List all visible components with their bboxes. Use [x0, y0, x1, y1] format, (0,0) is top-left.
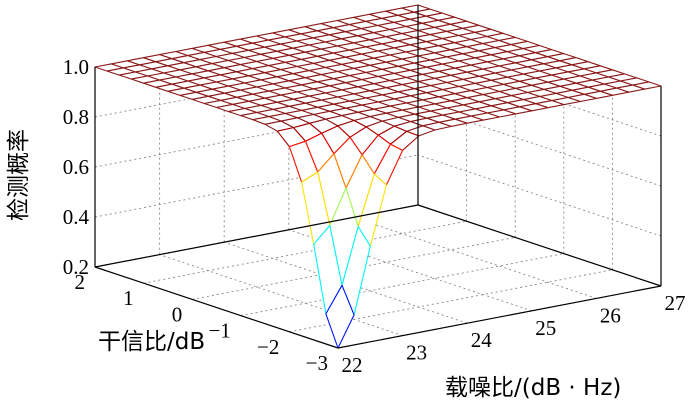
y-tick-label: −1 — [208, 319, 230, 343]
z-tick-label: 0.2 — [63, 255, 89, 279]
z-tick-label: 0.4 — [63, 205, 90, 229]
y-tick-label: −3 — [306, 351, 328, 375]
z-tick-label: 0.8 — [63, 105, 89, 129]
axis-line — [417, 204, 662, 287]
z-axis-label: 检测概率 — [6, 129, 32, 221]
grid-line — [159, 254, 403, 337]
axis-line — [94, 204, 419, 268]
x-tick-label: 24 — [471, 328, 493, 352]
z-tick-label: 0.6 — [63, 155, 89, 179]
x-tick-label: 22 — [342, 353, 363, 377]
y-tick-label: 2 — [75, 270, 86, 294]
grid-line — [353, 216, 597, 299]
grid-line — [240, 253, 564, 317]
surface-cell — [325, 284, 355, 349]
x-tick-label: 23 — [406, 341, 427, 365]
surface-layer — [94, 4, 662, 349]
axis-line — [94, 266, 339, 349]
grid-line — [143, 220, 467, 284]
x-axis-label: 载噪比/(dB · Hz) — [445, 375, 621, 401]
axis-line — [337, 285, 662, 349]
x-tick-label: 27 — [665, 291, 686, 315]
x-tick-label: 25 — [535, 316, 556, 340]
y-tick-label: −2 — [257, 335, 279, 359]
y-tick-label: 0 — [172, 302, 183, 326]
y-tick-label: 1 — [123, 286, 134, 310]
z-tick-label: 1.0 — [63, 55, 89, 79]
y-axis-label: 干信比/dB — [98, 329, 205, 355]
x-tick-label: 26 — [600, 303, 621, 327]
